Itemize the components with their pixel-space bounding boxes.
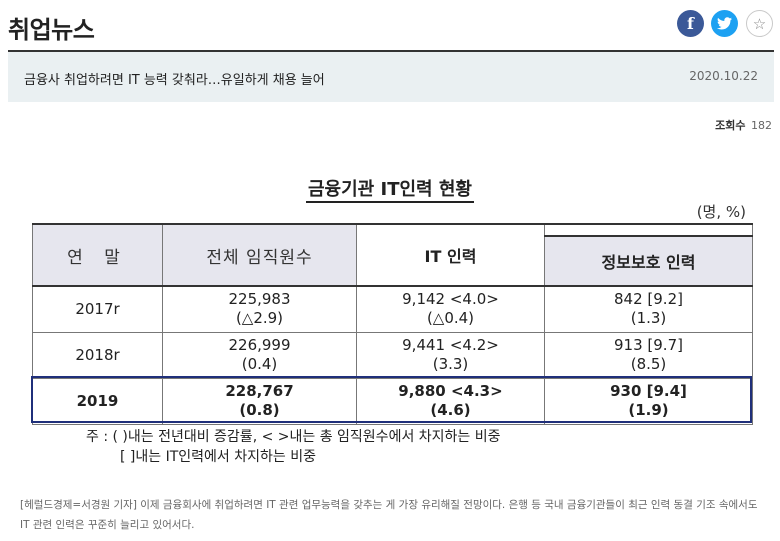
total-change: (0.4) [241, 355, 278, 373]
view-count-label: 조회수 [715, 119, 746, 132]
sec-value: 913 [9.7] [614, 336, 683, 354]
view-count-value: 182 [751, 119, 772, 132]
twitter-icon [717, 17, 732, 30]
article-body: [헤럴드경제=서경원 기자] 이제 금융회사에 취업하려면 IT 관련 업무능력… [20, 499, 758, 531]
table-note-2: [ ]내는 IT인력에서 차지하는 비중 [120, 449, 316, 465]
figure-unit: (명, %) [696, 203, 746, 221]
header-year: 연 말 [32, 223, 163, 287]
total-change: (△2.9) [235, 309, 284, 328]
facebook-share-button[interactable]: f [677, 10, 704, 37]
row-year: 2019 [32, 377, 163, 425]
figure-title: 금융기관 IT인력 현황 [0, 175, 780, 203]
sec-value: 930 [9.4] [610, 382, 687, 400]
figure-title-text: 금융기관 IT인력 현황 [306, 179, 474, 203]
row-security: 842 [9.2] (1.3) [544, 285, 753, 333]
article-headline[interactable]: 금융사 취업하려면 IT 능력 갖춰라…유일하게 채용 늘어 [24, 73, 325, 88]
page-header: 취업뉴스 f ☆ [0, 0, 780, 50]
sec-value: 842 [9.2] [614, 290, 683, 309]
article-date: 2020.10.22 [689, 69, 758, 83]
row-it: 9,441 <4.2> (3.3) [356, 331, 545, 379]
total-value: 228,767 [225, 382, 294, 400]
view-count: 조회수 182 [715, 117, 772, 133]
table-row: 2018r 226,999 (0.4) 9,441 <4.2> (3.3) 913 … [32, 331, 753, 379]
it-value: 9,142 <4.0> [402, 290, 499, 309]
table-row-highlight: 2019 228,767 (0.8) 9,880 <4.3> (4.6) 930 [… [32, 377, 753, 425]
it-change: (4.6) [430, 401, 471, 419]
row-security: 930 [9.4] (1.9) [544, 377, 753, 425]
it-change: (3.3) [432, 355, 469, 373]
row-it: 9,880 <4.3> (4.6) [356, 377, 545, 425]
sec-change: (1.9) [628, 401, 669, 419]
row-security: 913 [9.7] (8.5) [544, 331, 753, 379]
row-total: 228,767 (0.8) [162, 377, 357, 425]
total-value: 226,999 [228, 336, 291, 354]
row-total: 226,999 (0.4) [162, 331, 357, 379]
table-row: 2017r 225,983 (△2.9) 9,142 <4.0> (△0.4) 84… [32, 285, 753, 333]
it-value: 9,441 <4.2> [402, 336, 499, 354]
row-year: 2018r [32, 331, 163, 379]
total-value: 225,983 [228, 290, 291, 309]
header-it-label: IT 인력 [424, 247, 477, 266]
highlight-box [31, 376, 752, 423]
twitter-share-button[interactable] [711, 10, 738, 37]
facebook-icon: f [687, 14, 694, 33]
row-it: 9,142 <4.0> (△0.4) [356, 285, 545, 333]
table-note-1: 주 : ( )내는 전년대비 증감률, < >내는 총 임직원수에서 차지하는 … [86, 429, 501, 445]
row-total: 225,983 (△2.9) [162, 285, 357, 333]
bookmark-button[interactable]: ☆ [746, 10, 773, 37]
star-icon: ☆ [752, 14, 767, 33]
header-it: IT 인력 [356, 223, 545, 287]
article-titlebar: 금융사 취업하려면 IT 능력 갖춰라…유일하게 채용 늘어 2020.10.2… [8, 52, 774, 102]
row-year: 2017r [32, 285, 163, 333]
it-change: (△0.4) [426, 309, 475, 328]
sec-change: (1.3) [630, 309, 667, 328]
total-change: (0.8) [239, 401, 280, 419]
header-cap [544, 222, 753, 238]
it-value: 9,880 <4.3> [398, 382, 503, 400]
header-total: 전체 임직원수 [162, 223, 357, 287]
sec-change: (8.5) [630, 355, 667, 373]
it-workforce-table: 연 말 전체 임직원수 IT 인력 정보보호 인력 2017r 225,983(… [32, 222, 753, 425]
header-security: 정보보호 인력 [544, 235, 753, 287]
section-title: 취업뉴스 [8, 16, 95, 44]
header-divider [8, 50, 774, 52]
